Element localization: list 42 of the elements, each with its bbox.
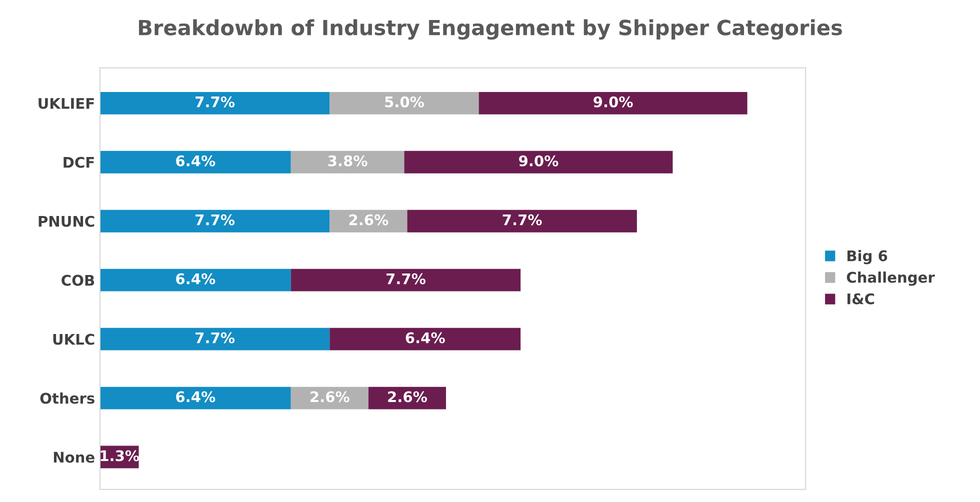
data-label: 9.0%: [594, 96, 633, 108]
chart-title: Breakdowbn of Industry Engagement by Shipper Categories: [138, 19, 842, 40]
data-label: 6.4%: [176, 273, 216, 284]
data-label: 2.6%: [310, 391, 350, 402]
bar: [100, 328, 330, 350]
bar: [330, 210, 408, 232]
data-label: 2.6%: [349, 214, 388, 226]
y-tick-label: DCF: [64, 156, 94, 168]
data-label: 2.6%: [388, 391, 427, 402]
data-label: 9.0%: [519, 155, 558, 166]
data-label: 6.4%: [176, 155, 216, 166]
bar: [100, 92, 330, 114]
data-label: 7.7%: [196, 332, 235, 344]
y-tick-label: Others: [40, 392, 94, 404]
bar: [290, 150, 404, 174]
bar: [404, 150, 673, 174]
legend-label: Big 6: [847, 250, 888, 264]
bar: [100, 268, 291, 292]
bar: [100, 150, 291, 174]
data-label: 6.4%: [406, 332, 445, 344]
legend-label: Challenger: [846, 272, 935, 286]
legend-label: I&C: [847, 293, 874, 304]
data-label: 7.7%: [196, 214, 235, 226]
data-label: 7.7%: [386, 273, 426, 284]
bar: [478, 92, 748, 114]
data-label: 7.7%: [502, 214, 542, 226]
bar: [330, 92, 479, 114]
data-label: 5.0%: [385, 96, 424, 108]
y-tick-label: COB: [62, 274, 94, 286]
data-label: 6.4%: [176, 391, 216, 402]
y-tick-label: UKLIEF: [38, 98, 94, 109]
data-label: 3.8%: [328, 155, 368, 166]
data-label: 1.3%: [100, 450, 140, 462]
data-label: 7.7%: [196, 96, 235, 108]
bar: [330, 328, 521, 350]
y-tick-label: None: [54, 452, 94, 463]
bar: [100, 386, 291, 410]
y-tick-label: UKLC: [53, 334, 94, 345]
bar: [407, 210, 637, 232]
y-tick-label: PNUNC: [38, 216, 94, 227]
bar: [290, 268, 521, 292]
bar: [100, 210, 330, 232]
